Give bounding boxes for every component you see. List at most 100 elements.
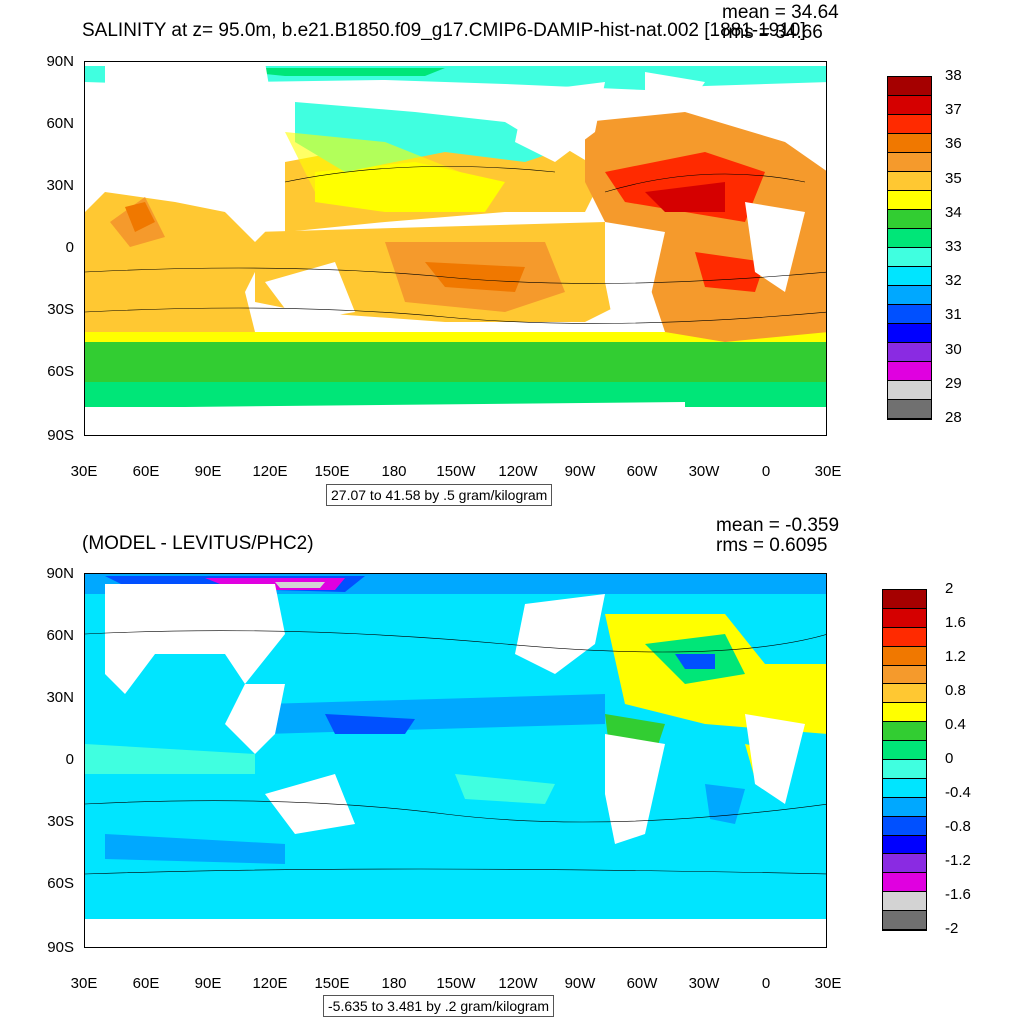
colorbar-swatch <box>888 343 931 362</box>
panel-title: (MODEL - LEVITUS/PHC2) <box>82 533 314 554</box>
lon-label: 30E <box>814 975 842 992</box>
colorbar-label: 30 <box>945 340 962 358</box>
colorbar-swatch <box>883 627 926 647</box>
colorbar-swatch <box>883 608 926 628</box>
colorbar-swatch <box>888 134 931 153</box>
lon-label: 180 <box>381 463 407 480</box>
lon-label: 30W <box>688 975 720 992</box>
colorbar-swatch <box>883 741 926 760</box>
colorbar-label: 1.6 <box>945 614 966 631</box>
lat-label: 30N <box>46 177 74 194</box>
difference-map <box>84 573 827 948</box>
contour-range-info: 27.07 to 41.58 by .5 gram/kilogram <box>326 484 553 506</box>
rms-value: rms = 0.6095 <box>716 535 828 556</box>
colorbar-swatch <box>888 324 931 343</box>
colorbar-label: 2 <box>945 580 954 597</box>
lon-label: 30E <box>814 463 842 480</box>
lon-label: 120E <box>252 463 288 480</box>
colorbar-swatch <box>883 684 926 704</box>
lon-label: 150E <box>314 463 350 480</box>
colorbar-label: -0.8 <box>945 818 971 835</box>
colorbar-label: 31 <box>945 306 962 324</box>
colorbar-label: 1.2 <box>945 648 966 665</box>
lat-label: 90S <box>47 939 74 956</box>
salinity-colorbar <box>887 76 932 420</box>
lon-label: 150W <box>436 463 476 480</box>
lon-label: 30E <box>70 463 98 480</box>
colorbar-swatch <box>888 267 931 286</box>
lon-label: 120W <box>498 975 538 992</box>
colorbar-label: 33 <box>945 238 962 255</box>
lat-label: 60N <box>46 115 74 132</box>
difference-colorbar <box>882 589 927 931</box>
lon-label: 90E <box>194 463 222 480</box>
colorbar-label: 38 <box>945 67 962 84</box>
lon-label: 60W <box>626 975 658 992</box>
colorbar-swatch <box>888 381 931 400</box>
colorbar-swatch <box>883 590 926 609</box>
colorbar-label: 28 <box>945 409 962 426</box>
colorbar-swatch <box>883 873 926 893</box>
colorbar-swatch <box>883 760 926 779</box>
lat-label: 90N <box>46 53 74 70</box>
colorbar-swatch <box>883 854 926 874</box>
colorbar-swatch <box>883 722 926 742</box>
colorbar-label: 35 <box>945 169 962 187</box>
lon-label: 0 <box>761 975 771 992</box>
lat-label: 90S <box>47 427 74 444</box>
lon-label: 180 <box>381 975 407 992</box>
colorbar-swatch <box>888 96 931 115</box>
colorbar-label: 34 <box>945 203 962 221</box>
colorbar-swatch <box>888 172 931 191</box>
mean-value: mean = 34.64 <box>722 2 839 23</box>
lat-label: 0 <box>65 751 74 768</box>
colorbar-label: -0.4 <box>945 784 971 801</box>
colorbar-label: -2 <box>945 920 959 937</box>
lon-label: 60E <box>132 975 160 992</box>
colorbar-swatch <box>883 665 926 685</box>
salinity-map-field <box>85 62 826 435</box>
lat-label: 60N <box>46 627 74 644</box>
colorbar-label: 0 <box>945 750 954 767</box>
colorbar-swatch <box>888 210 931 229</box>
lon-label: 120E <box>252 975 288 992</box>
colorbar-swatch <box>888 305 931 324</box>
contour-range-info: -5.635 to 3.481 by .2 gram/kilogram <box>323 995 555 1017</box>
lon-label: 90W <box>564 975 596 992</box>
colorbar-swatch <box>883 911 926 930</box>
colorbar-swatch <box>883 646 926 666</box>
colorbar-label: 0.8 <box>945 682 966 699</box>
colorbar-swatch <box>888 362 931 381</box>
mean-value: mean = -0.359 <box>716 515 840 536</box>
colorbar-label: 37 <box>945 101 962 119</box>
lon-label: 60W <box>626 463 658 480</box>
stat-block: mean = 34.64 rms = 34.66 <box>722 3 839 43</box>
colorbar-swatch <box>888 115 931 134</box>
colorbar-swatch <box>888 153 931 172</box>
colorbar-swatch <box>883 703 926 723</box>
lat-label: 90N <box>46 565 74 582</box>
colorbar-swatch <box>888 248 931 267</box>
difference-panel: (MODEL - LEVITUS/PHC2) mean = -0.359 rms… <box>0 512 1024 1024</box>
lat-label: 0 <box>65 239 74 256</box>
lat-label: 30S <box>47 813 74 830</box>
colorbar-swatch <box>883 892 926 912</box>
lat-label: 60S <box>47 363 74 380</box>
colorbar-label: -1.2 <box>945 852 971 869</box>
colorbar-swatch <box>883 816 926 836</box>
colorbar-label: 36 <box>945 135 962 153</box>
lon-label: 0 <box>761 463 771 480</box>
salinity-map <box>84 61 827 436</box>
colorbar-swatch <box>888 400 931 419</box>
stat-block: mean = -0.359 rms = 0.6095 <box>716 516 839 556</box>
lon-label: 150W <box>436 975 476 992</box>
colorbar-label: 0.4 <box>945 716 966 733</box>
lat-label: 60S <box>47 875 74 892</box>
lon-label: 90E <box>194 975 222 992</box>
salinity-panel: SALINITY at z= 95.0m, b.e21.B1850.f09_g1… <box>46 3 962 506</box>
colorbar-swatch <box>883 778 926 798</box>
lon-label: 120W <box>498 463 538 480</box>
colorbar-swatch <box>888 229 931 248</box>
colorbar-label: 29 <box>945 374 962 392</box>
colorbar-swatch <box>888 77 931 96</box>
